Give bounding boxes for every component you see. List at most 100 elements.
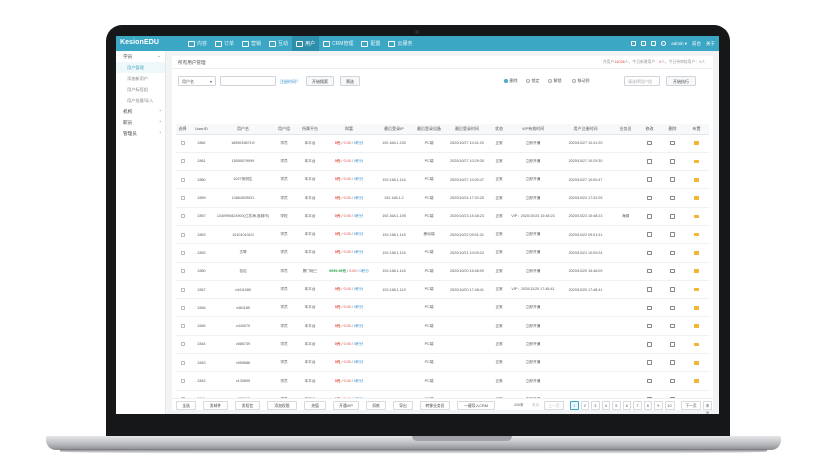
table-row[interactable]: 2857 1340990824900(江苏海,淮城市) 学校 本平台 0元 / 0.00… (176, 207, 709, 226)
folder-icon[interactable] (694, 214, 699, 219)
globe-icon[interactable] (661, 41, 667, 46)
nav-item-1[interactable]: 订单 (211, 36, 238, 51)
vip-validity[interactable]: 立即开通 (508, 298, 558, 318)
admin-user[interactable]: admin ▾ (671, 40, 687, 46)
start-search-button[interactable]: 开始搜索 (306, 76, 334, 86)
row-checkbox[interactable] (180, 159, 185, 164)
folder-icon[interactable] (694, 306, 699, 310)
sidebar-group-1[interactable]: 机构 › (116, 106, 165, 117)
edit-icon[interactable] (647, 214, 652, 219)
user-name[interactable]: 古琴 (214, 243, 272, 263)
user-name[interactable]: 1027测测生 (214, 170, 272, 190)
row-checkbox[interactable] (180, 232, 185, 237)
user-name[interactable]: v461185 (214, 298, 272, 318)
vip-validity[interactable]: 立即开通 (508, 371, 558, 391)
sidebar-group-2[interactable]: 职员 › (116, 117, 165, 128)
radio-button[interactable] (504, 79, 508, 83)
page-number[interactable]: 7 (633, 400, 642, 410)
folder-icon[interactable] (694, 324, 699, 328)
vip-validity[interactable]: 立即开通 (508, 243, 558, 263)
row-checkbox[interactable] (180, 379, 185, 384)
trash-icon[interactable] (670, 232, 675, 237)
row-checkbox[interactable] (180, 342, 185, 347)
sidebar-item[interactable]: 用户批量/导入 (127, 98, 154, 103)
user-name[interactable]: 15050079099 (214, 152, 272, 172)
bottom-button-8[interactable]: 转移业务员 (420, 400, 450, 410)
bottom-button-3[interactable]: 添加权限 (267, 400, 297, 410)
filter-button[interactable]: 筛选 (340, 76, 360, 86)
edit-icon[interactable] (647, 195, 652, 201)
search-field-select[interactable]: 用户名 ▾ (178, 76, 216, 86)
table-row[interactable]: 2850 包包 学员 厦门地三 9999.99元 / 0.00 / 0积分 192.168… (176, 262, 709, 281)
user-name[interactable]: 13864529031 (214, 188, 272, 208)
row-checkbox[interactable] (180, 196, 185, 201)
edit-icon[interactable] (647, 323, 652, 329)
page-number[interactable]: 10 (664, 400, 675, 410)
table-row[interactable]: 2847 v4411089 学员 本平台 0元 / 0.00 / 0积分 192.168.… (176, 280, 709, 300)
nav-item-4[interactable]: 用户 (292, 36, 320, 51)
folder-icon[interactable] (694, 360, 699, 365)
vip-validity[interactable]: 立即开通 (508, 262, 558, 281)
folder-icon[interactable] (694, 232, 699, 237)
edit-icon[interactable] (647, 360, 652, 365)
edit-icon[interactable] (647, 342, 652, 347)
trash-icon[interactable] (670, 287, 675, 292)
folder-icon[interactable] (694, 159, 699, 164)
radio-button[interactable] (548, 79, 552, 83)
row-checkbox[interactable] (180, 305, 185, 310)
table-row[interactable]: 2861 15050079099 学员 本平台 0元 / 0.00 / 0积分 PC端 20… (176, 152, 709, 172)
vip-validity[interactable]: 立即开通 (508, 225, 558, 245)
vip-validity[interactable]: VIP：2020/10/23 15:48:23 (508, 207, 558, 226)
table-row[interactable]: 2862 18989158710! 学员 本平台 0元 / 0.00 / 0积分 192.… (176, 134, 709, 153)
row-checkbox[interactable] (180, 177, 185, 182)
user-name[interactable]: v959686 (214, 353, 272, 373)
nav-item-6[interactable]: 配置 (357, 36, 384, 51)
nav-item-3[interactable]: 互动 (265, 36, 292, 51)
folder-icon[interactable] (694, 379, 699, 383)
trash-icon[interactable] (670, 378, 675, 384)
user-name[interactable]: v443070 (214, 316, 272, 336)
monitor-icon[interactable] (641, 41, 647, 46)
bottom-button-6[interactable]: 扣款 (366, 400, 386, 410)
row-checkbox[interactable] (180, 141, 185, 146)
user-name[interactable]: 1340990824900(江苏海,淮城市) (214, 207, 272, 226)
trash-icon[interactable] (670, 177, 675, 182)
radio-button[interactable] (526, 79, 530, 83)
edit-icon[interactable] (647, 177, 652, 182)
user-group-select[interactable]: 请选择用户组 (624, 76, 660, 86)
radio-option-0[interactable]: 删除 (504, 78, 518, 84)
vip-validity[interactable]: 立即开通 (508, 134, 558, 153)
nav-item-5[interactable]: CRM管理 (319, 36, 357, 51)
folder-icon[interactable] (694, 342, 699, 347)
radio-option-3[interactable]: 移动到 (572, 78, 590, 84)
bottom-button-1[interactable]: 发邮件 (203, 400, 228, 410)
trash-icon[interactable] (670, 214, 675, 219)
frontend-link[interactable]: 前台 (692, 40, 701, 46)
edit-icon[interactable] (647, 305, 652, 311)
row-checkbox[interactable] (180, 360, 185, 365)
vip-validity[interactable]: 立即开通 (508, 188, 558, 208)
folder-icon[interactable] (694, 177, 699, 182)
mobile-icon[interactable] (651, 41, 657, 46)
home-icon[interactable] (631, 41, 637, 46)
bottom-button-2[interactable]: 发短信 (235, 400, 260, 410)
trash-icon[interactable] (670, 159, 675, 164)
user-name[interactable]: v130695 (214, 371, 272, 391)
edit-icon[interactable] (647, 378, 652, 384)
sidebar-item[interactable]: 添加新用户 (127, 76, 148, 81)
sidebar-item[interactable]: 用户管理 (116, 62, 165, 73)
page-number[interactable]: 1 (570, 400, 579, 410)
edit-icon[interactable] (647, 140, 652, 146)
page-number[interactable]: 5 (612, 400, 621, 410)
user-name[interactable]: v885739 (214, 335, 272, 355)
execute-button[interactable]: 开始执行 (666, 76, 696, 86)
sidebar-group-3[interactable]: 管理员 › (116, 128, 165, 139)
table-row[interactable]: 2859 13864529031 学员 本平台 0元 / 0.00 / 0积分 192.1… (176, 188, 709, 208)
bottom-button-9[interactable]: 一键导入CRM (457, 400, 495, 410)
page-number[interactable]: 3 (591, 400, 600, 410)
radio-button[interactable] (572, 79, 576, 83)
user-name[interactable]: 包包 (214, 262, 272, 281)
vip-validity[interactable]: VIP：2020/11/20 17:48:41 (508, 280, 558, 300)
folder-icon[interactable] (694, 141, 699, 145)
about-link[interactable]: 关于 (706, 40, 715, 46)
